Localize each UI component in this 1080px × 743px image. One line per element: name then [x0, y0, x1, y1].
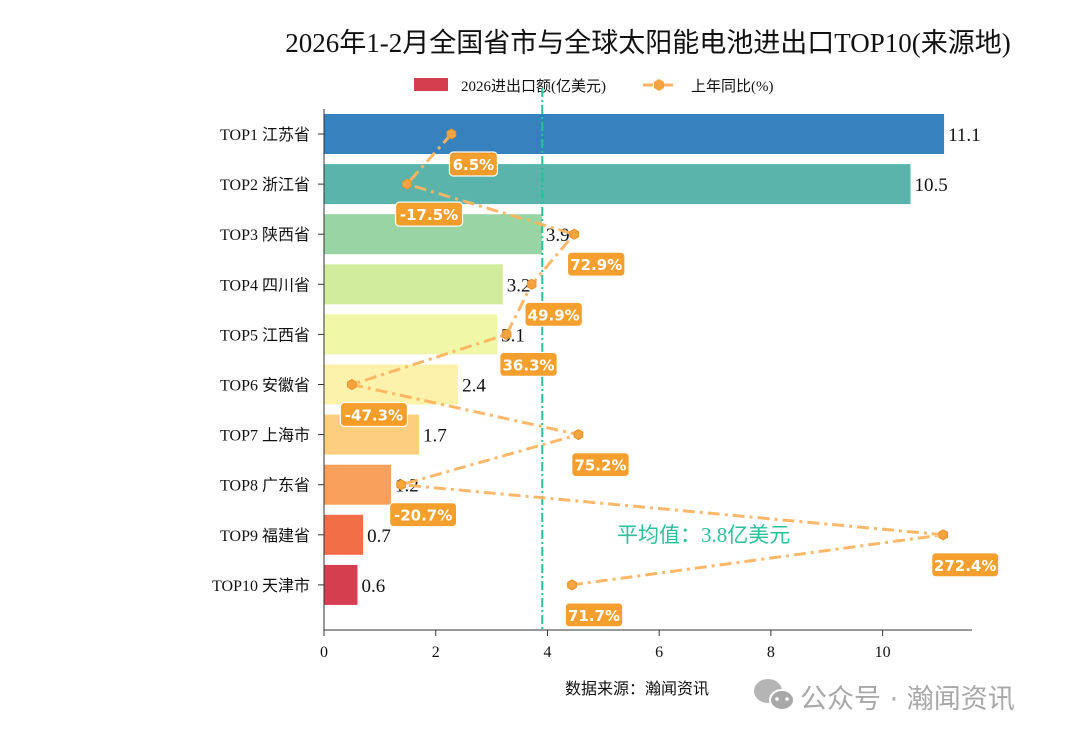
bar	[324, 464, 392, 505]
yoy-label-box	[339, 401, 409, 428]
yoy-value-label: 6.5%	[453, 156, 495, 174]
category-label: TOP6 安徽省	[220, 377, 310, 395]
yoy-value-label: 72.9%	[570, 256, 622, 274]
legend-bar-label: 2026进出口额(亿美元)	[461, 78, 606, 95]
yoy-label-box	[394, 201, 464, 227]
yoy-marker	[569, 228, 580, 240]
yoy-marker	[573, 429, 584, 441]
yoy-label-box	[389, 502, 458, 528]
yoy-value-label: 75.2%	[574, 457, 626, 475]
bar-value-label: 0.6	[362, 576, 386, 597]
x-tick-label: 2	[432, 644, 440, 661]
source-note: 数据来源：瀚闻资讯	[565, 680, 709, 698]
yoy-marker	[396, 479, 406, 491]
yoy-value-label: -47.3%	[345, 407, 403, 425]
yoy-marker	[446, 128, 457, 140]
yoy-value-label: -20.7%	[394, 507, 452, 525]
yoy-value-label: 49.9%	[528, 306, 580, 324]
yoy-marker	[501, 328, 512, 340]
bar-value-label: 2.4	[462, 376, 486, 397]
category-label: TOP1 江苏省	[220, 126, 310, 144]
yoy-value-label: 71.7%	[568, 607, 620, 625]
category-label: TOP3 陕西省	[220, 226, 310, 244]
x-tick-label: 6	[655, 644, 663, 661]
bar	[324, 314, 498, 355]
bar	[324, 264, 503, 305]
yoy-label-box	[564, 602, 624, 628]
category-label: TOP8 广东省	[220, 477, 310, 495]
bar-value-label: 0.7	[367, 526, 391, 547]
category-label: TOP10 天津市	[212, 577, 310, 595]
yoy-marker	[938, 529, 948, 541]
bar-value-label: 11.1	[948, 125, 981, 146]
bar-value-label: 10.5	[915, 175, 948, 196]
category-label: TOP4 四川省	[220, 276, 310, 294]
legend-line-label: 上年同比(%)	[691, 78, 774, 95]
x-tick-label: 0	[320, 644, 328, 661]
yoy-marker	[347, 378, 357, 391]
bar	[324, 164, 911, 205]
yoy-marker	[567, 579, 577, 591]
yoy-marker	[526, 278, 537, 290]
x-tick-label: 10	[875, 644, 891, 661]
yoy-label-box	[524, 301, 584, 327]
legend: 2026进出口额(亿美元) 上年同比(%)	[414, 78, 774, 95]
bar-value-label: 3.2	[507, 275, 531, 296]
yoy-line	[346, 133, 944, 587]
average-label: 平均值：3.8亿美元	[617, 523, 790, 547]
category-label: TOP5 江西省	[220, 326, 310, 344]
yoy-label-box	[931, 552, 1000, 578]
yoy-label-box	[571, 452, 630, 478]
yoy-value-label: 36.3%	[503, 356, 555, 374]
category-label: TOP7 上海市	[220, 427, 310, 445]
x-tick-label: 4	[543, 644, 551, 661]
bar	[324, 514, 364, 555]
category-label: TOP9 福建省	[220, 527, 310, 545]
chart-title: 2026年1-2月全国省市与全球太阳能电池进出口TOP10(来源地)	[285, 28, 1011, 58]
bar	[324, 114, 945, 154]
x-tick-label: 8	[767, 644, 775, 661]
yoy-label-box	[566, 251, 626, 277]
legend-bar-swatch	[414, 78, 448, 91]
yoy-marker	[402, 178, 412, 190]
watermark: 公众号 · 瀚闻资讯	[754, 679, 1015, 715]
yoy-label-box	[499, 351, 558, 377]
yoy-value-label: -17.5%	[400, 206, 458, 224]
yoy-label-box	[448, 151, 499, 177]
category-label: TOP2 浙江省	[220, 176, 310, 194]
bar-value-label: 1.7	[423, 426, 447, 447]
legend-hexagon-marker	[654, 79, 664, 91]
wechat-icon	[754, 679, 795, 711]
watermark-text: 公众号 · 瀚闻资讯	[800, 684, 1015, 715]
bar	[324, 564, 358, 605]
yoy-value-label: 272.4%	[934, 557, 996, 575]
